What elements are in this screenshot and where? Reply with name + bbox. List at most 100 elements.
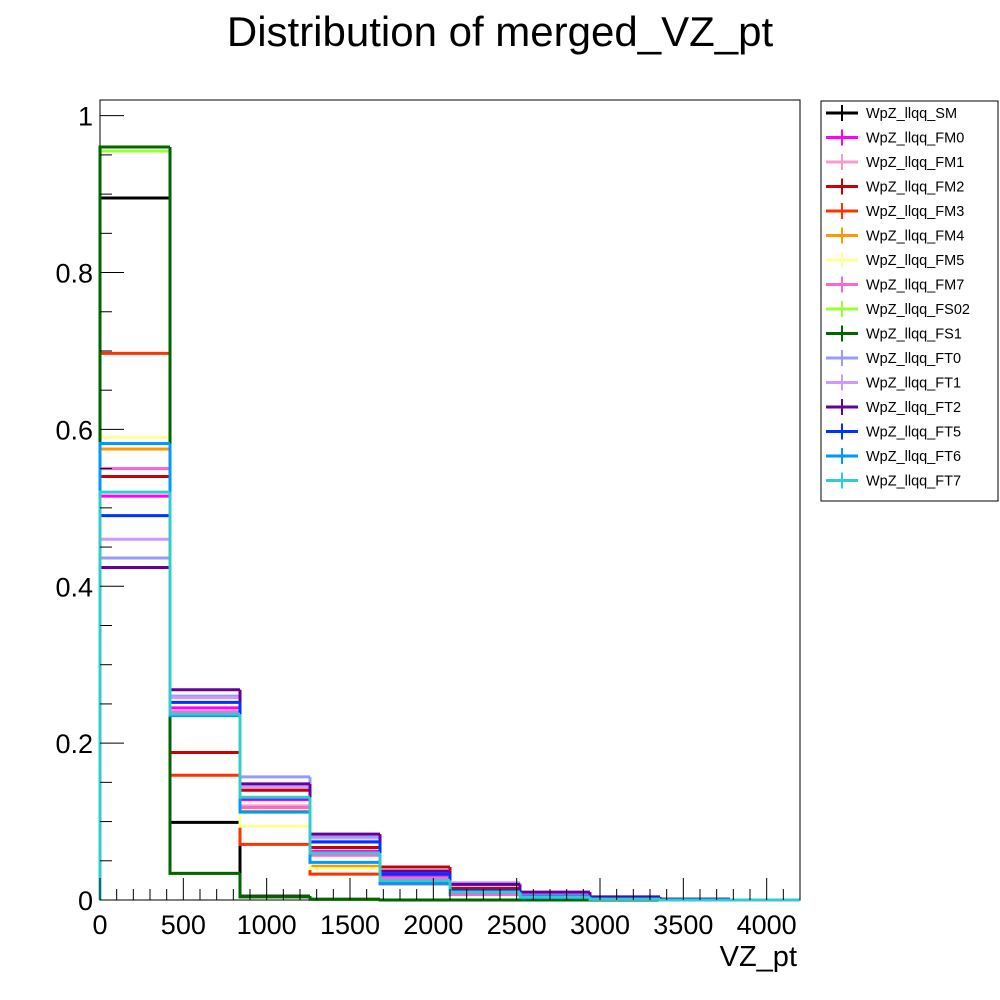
bin-WpZ_llqq_FT1-5 — [448, 871, 520, 885]
bin-WpZ_llqq_FT0-3 — [308, 776, 380, 839]
bin-WpZ_llqq_FM5-1 — [168, 437, 240, 717]
bin-WpZ_llqq_FT1-0 — [98, 537, 170, 900]
series-WpZ_llqq_FS02 — [98, 149, 800, 902]
legend-entry-WpZ_llqq_FT7: WpZ_llqq_FT7 — [826, 472, 961, 490]
bin-WpZ_llqq_FM7-2 — [238, 711, 310, 809]
bin-WpZ_llqq_FS02-0 — [98, 149, 170, 900]
legend-entry-WpZ_llqq_FM3: WpZ_llqq_FM3 — [826, 203, 964, 220]
legend-entry-WpZ_llqq_FM7: WpZ_llqq_FM7 — [826, 276, 964, 294]
legend-entry-WpZ_llqq_FM1: WpZ_llqq_FM1 — [826, 154, 964, 171]
bin-WpZ_llqq_FM2-3 — [308, 790, 380, 849]
y-tick-label: 0.4 — [55, 572, 93, 602]
legend-entry-WpZ_llqq_FM2: WpZ_llqq_FM2 — [826, 178, 964, 196]
bin-WpZ_llqq_FT2-1 — [168, 567, 240, 692]
y-tick-label: 0.2 — [55, 729, 93, 759]
bin-WpZ_llqq_FT0-2 — [238, 696, 310, 779]
bin-WpZ_llqq_FM3-0 — [98, 351, 170, 900]
bin-WpZ_llqq_FT7-7 — [588, 896, 660, 901]
x-tick-label: 1500 — [320, 910, 380, 940]
series-layer — [98, 145, 800, 902]
legend-label: WpZ_llqq_FT7 — [866, 474, 961, 490]
bin-WpZ_llqq_FS1-1 — [168, 147, 240, 875]
series-WpZ_llqq_FT6 — [98, 442, 800, 902]
legend-label: WpZ_llqq_FT2 — [866, 400, 961, 416]
bin-WpZ_llqq_SM-1 — [168, 198, 240, 824]
legend-label: WpZ_llqq_SM — [866, 106, 957, 122]
bin-WpZ_llqq_FT2-4 — [378, 834, 450, 873]
bin-WpZ_llqq_FT7-1 — [168, 492, 240, 716]
legend-entry-WpZ_llqq_FT6: WpZ_llqq_FT6 — [826, 448, 961, 465]
bin-WpZ_llqq_FS1-3 — [308, 896, 380, 901]
legend-entry-WpZ_llqq_FT0: WpZ_llqq_FT0 — [826, 350, 961, 367]
bin-WpZ_llqq_FT7-2 — [238, 714, 310, 799]
bin-WpZ_llqq_FT2-0 — [98, 565, 170, 900]
bin-WpZ_llqq_FT7-3 — [308, 797, 380, 855]
legend-entry-WpZ_llqq_FM0: WpZ_llqq_FM0 — [826, 129, 964, 147]
legend-label: WpZ_llqq_FM5 — [866, 253, 964, 269]
legend-box — [820, 100, 999, 502]
x-tick-label: 1000 — [237, 910, 297, 940]
bin-WpZ_llqq_FT1-2 — [238, 697, 310, 789]
series-WpZ_llqq_FS1 — [98, 145, 800, 902]
x-tick-label: 3500 — [653, 910, 713, 940]
x-tick-label: 2000 — [403, 910, 463, 940]
legend-entry-WpZ_llqq_SM: WpZ_llqq_SM — [826, 105, 957, 122]
legend-label: WpZ_llqq_FM1 — [866, 155, 964, 171]
x-axis-title: VZ_pt — [720, 941, 797, 973]
legend-entry-WpZ_llqq_FS02: WpZ_llqq_FS02 — [826, 301, 970, 318]
legend-label: WpZ_llqq_FT6 — [866, 449, 961, 465]
legend-entry-WpZ_llqq_FM4: WpZ_llqq_FM4 — [826, 227, 964, 245]
bin-WpZ_llqq_FM7-1 — [168, 468, 240, 714]
bin-WpZ_llqq_FM1-1 — [168, 468, 240, 715]
plot-frame — [99, 99, 801, 901]
bin-WpZ_llqq_FM4-1 — [168, 449, 240, 715]
bin-WpZ_llqq_FM0-1 — [168, 496, 240, 710]
bin-WpZ_llqq_FT0-1 — [168, 558, 240, 698]
y-tick-label: 1 — [78, 102, 93, 132]
bin-WpZ_llqq_FM1-2 — [238, 713, 310, 808]
series-WpZ_llqq_FT7 — [98, 490, 800, 902]
bin-WpZ_llqq_FM7-0 — [98, 467, 170, 900]
bin-WpZ_llqq_FM2-4 — [378, 847, 450, 869]
legend-label: WpZ_llqq_FM4 — [866, 229, 964, 245]
legend-label: WpZ_llqq_FT0 — [866, 351, 961, 367]
x-tick-label: 3000 — [570, 910, 630, 940]
legend-entry-WpZ_llqq_FM5: WpZ_llqq_FM5 — [826, 252, 964, 269]
legend-label: WpZ_llqq_FT1 — [866, 376, 961, 392]
bin-WpZ_llqq_FT2-6 — [518, 884, 590, 894]
legend-label: WpZ_llqq_FM7 — [866, 278, 964, 294]
bin-WpZ_llqq_SM-2 — [238, 822, 310, 898]
bin-WpZ_llqq_FT1-1 — [168, 539, 240, 700]
legend-entry-WpZ_llqq_FT1: WpZ_llqq_FT1 — [826, 374, 961, 392]
legend: WpZ_llqq_SM WpZ_llqq_FM0 WpZ_llqq_FM1 WpZ_l… — [820, 100, 999, 502]
bin-WpZ_llqq_FM5-2 — [238, 714, 310, 828]
legend-label: WpZ_llqq_FM2 — [866, 180, 964, 196]
series-WpZ_llqq_FM7 — [98, 467, 800, 902]
series-WpZ_llqq_FT0 — [98, 556, 800, 902]
series-WpZ_llqq_SM — [98, 196, 800, 902]
x-tick-label: 0 — [92, 910, 107, 940]
legend-label: WpZ_llqq_FS1 — [866, 327, 962, 343]
bin-WpZ_llqq_SM-0 — [98, 196, 170, 900]
bin-WpZ_llqq_FT7-0 — [98, 490, 170, 900]
bin-WpZ_llqq_FS1-0 — [98, 145, 170, 900]
series-WpZ_llqq_FM4 — [98, 447, 800, 902]
series-WpZ_llqq_FM5 — [98, 435, 800, 902]
bin-WpZ_llqq_FT6-0 — [98, 442, 170, 900]
series-WpZ_llqq_FM1 — [98, 467, 800, 902]
bin-WpZ_llqq_FT7-8 — [658, 898, 730, 902]
series-WpZ_llqq_FM2 — [98, 474, 800, 902]
legend-entry-WpZ_llqq_FT2: WpZ_llqq_FT2 — [826, 399, 961, 416]
axis-layer: 0 500 1000 1500 2000 2500 3000 3500 4000 0 0.2 0.4 0… — [55, 102, 801, 940]
legend-entry-WpZ_llqq_FT5: WpZ_llqq_FT5 — [826, 423, 961, 441]
series-WpZ_llqq_FT1 — [98, 537, 800, 902]
x-tick-label: 2500 — [487, 910, 547, 940]
legend-entry-WpZ_llqq_FS1: WpZ_llqq_FS1 — [826, 325, 962, 343]
bin-WpZ_llqq_FS1-2 — [238, 873, 310, 899]
bin-WpZ_llqq_FT0-0 — [98, 556, 170, 900]
bin-WpZ_llqq_FM4-3 — [308, 811, 380, 868]
bin-WpZ_llqq_FT6-1 — [168, 443, 240, 718]
y-tick-label: 0.6 — [55, 415, 93, 445]
bin-WpZ_llqq_FT5-4 — [378, 841, 450, 876]
